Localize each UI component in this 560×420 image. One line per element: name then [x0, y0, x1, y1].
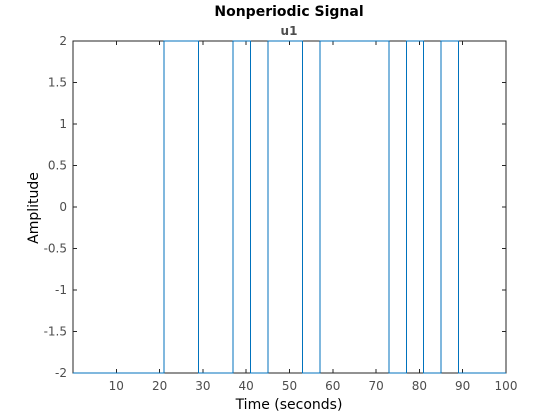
- y-tick-label: 2: [59, 34, 67, 48]
- x-tick-label: 40: [239, 379, 254, 393]
- y-tick-label: 0: [59, 200, 67, 214]
- x-tick-label: 50: [282, 379, 297, 393]
- y-tick-label: -1.5: [44, 325, 67, 339]
- x-axis-label: Time (seconds): [235, 397, 343, 413]
- y-tick-label: -0.5: [44, 242, 67, 256]
- x-tick-label: 100: [495, 379, 518, 393]
- plot-frame: [72, 40, 507, 374]
- x-tick-label: 30: [195, 379, 210, 393]
- y-tick-label: -1: [55, 283, 67, 297]
- y-tick-label: -2: [55, 366, 67, 380]
- y-axis-label: Amplitude: [26, 172, 42, 244]
- plot-area: 10 20 30 40 50 60 70 80 90 100 2 1.5 1 0.5 0 -0.5 -1 -1.5…: [44, 34, 518, 393]
- y-tick-label: 1.5: [48, 76, 67, 90]
- x-tick-label: 80: [412, 379, 427, 393]
- y-tick-label: 0.5: [48, 159, 67, 173]
- x-tick-label: 70: [368, 379, 383, 393]
- chart-subtitle: u1: [281, 24, 298, 38]
- x-tick-label: 20: [152, 379, 167, 393]
- x-tick-label: 60: [325, 379, 340, 393]
- chart-title: Nonperiodic Signal: [214, 4, 363, 20]
- y-tick-label: 1: [59, 117, 67, 131]
- signal-line: [73, 40, 506, 374]
- x-tick-label: 10: [109, 379, 124, 393]
- x-tick-label: 90: [455, 379, 470, 393]
